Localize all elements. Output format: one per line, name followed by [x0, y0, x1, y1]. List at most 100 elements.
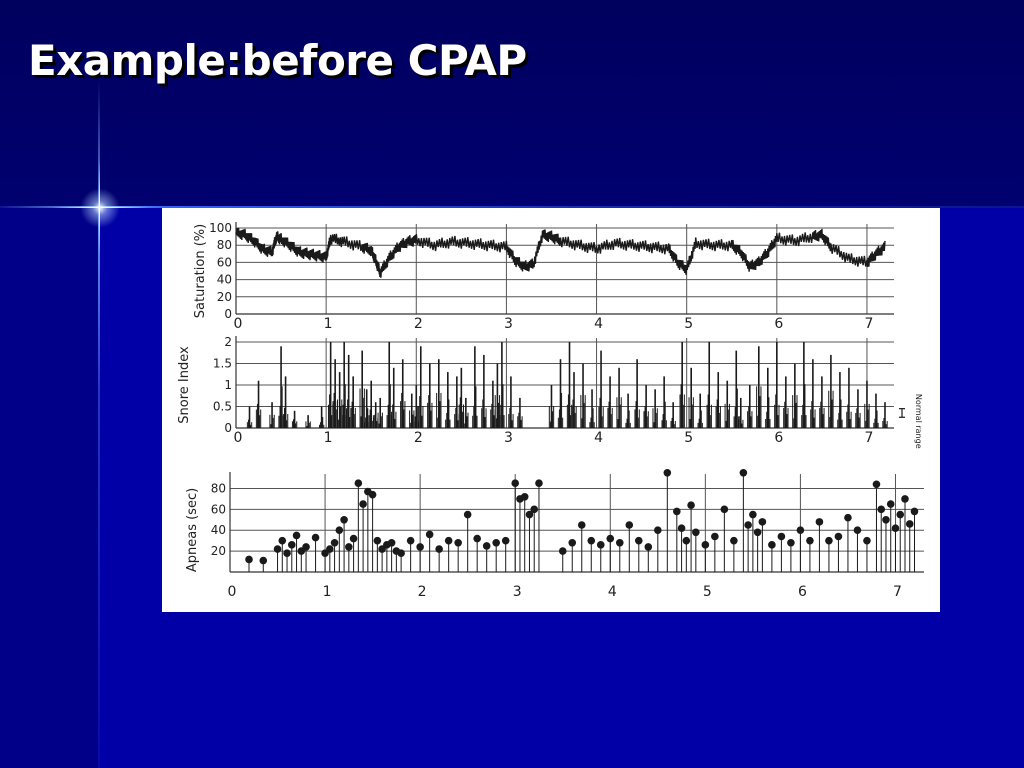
panel-3-apnea-point	[292, 531, 301, 540]
panel-3-x-tick-label: 0	[228, 584, 237, 600]
panel-3-apnea-point	[535, 479, 543, 488]
panel-1-x-tick-label: 1	[324, 316, 333, 332]
panel-3-apnea-point	[435, 545, 443, 553]
panel-2-x-tick-label: 2	[414, 430, 423, 446]
panel-3-x-tick-label: 3	[513, 584, 522, 600]
chart-figure: 0 20 40 60 80 100 0 1 2 3 4 5 6 7 Saturation (%) 0 0.5 1 1…	[162, 208, 940, 612]
panel-3-y-tick-label: 20	[211, 544, 226, 558]
panel-3-apnea-point	[677, 524, 686, 532]
panel-3-apnea-point	[387, 538, 396, 547]
panel-2-y-axis-label: Snore Index	[177, 346, 192, 424]
panel-3-apnea-point	[245, 555, 253, 564]
panel-3-apnea-point	[886, 500, 895, 508]
panel-3-x-tick-label: 4	[608, 584, 617, 600]
panel-3-apnea-point	[606, 534, 615, 543]
panel-3-apnea-point	[687, 501, 695, 509]
panel-3-apnea-point	[335, 526, 344, 535]
panel-3-apnea-point	[663, 468, 672, 477]
horizontal-divider-line	[0, 206, 1024, 208]
panel-3-apnea-point	[910, 507, 919, 516]
panel-3-apnea-point	[492, 538, 500, 547]
panel-3-apnea-point	[654, 526, 662, 535]
panel-2-x-tick-label: 5	[684, 430, 693, 446]
panel-3-apnea-point	[777, 532, 786, 541]
panel-3-apnea-point	[905, 520, 914, 528]
panel-3-apnea-point	[815, 518, 824, 526]
panel-1-x-tick-label: 5	[684, 316, 693, 332]
panel-3-apnea-point	[425, 530, 434, 539]
left-strip	[0, 208, 98, 768]
panel-1-saturation-trace	[235, 227, 886, 278]
panel-1-x-tick-label: 6	[774, 316, 783, 332]
panel-3-x-tick-label: 5	[703, 584, 712, 600]
panel-3-apnea-point	[345, 543, 353, 551]
panel-3-apnea-point	[558, 547, 567, 555]
panel-3-apnea-point	[863, 536, 871, 545]
panel-3-apnea-point	[501, 536, 510, 545]
panel-3-apnea-point	[787, 538, 795, 547]
vertical-divider-line	[98, 80, 100, 768]
panel-3-apnea-point	[891, 524, 900, 532]
panel-3-apnea-point	[825, 536, 833, 545]
panel-2-x-tick-label: 4	[594, 430, 603, 446]
panel-3-apnea-point	[758, 518, 767, 526]
panel-3-y-tick-label: 40	[211, 523, 226, 537]
slide-title: Example:before CPAP	[28, 36, 527, 85]
panel-3-apnea-point	[368, 490, 377, 499]
panel-1-y-tick-label: 20	[217, 290, 232, 304]
panel-3-apnea-point	[278, 536, 287, 545]
panel-1-y-tick-label: 100	[209, 221, 232, 235]
panel-3-apnea-point	[283, 549, 291, 557]
panel-3-apnea-point	[634, 536, 643, 545]
panel-2-x-tick-label: 0	[234, 430, 243, 446]
panel-3-apnea-point	[896, 510, 905, 519]
panel-3-apnea-point	[682, 536, 691, 545]
panel-3-apnea-point	[311, 533, 320, 542]
panel-3-apnea-point	[625, 521, 634, 529]
panel-3-apnea-point	[853, 526, 862, 535]
panel-2-y-tick-label: 2	[224, 335, 232, 349]
panel-1-y-axis-label: Saturation (%)	[193, 224, 208, 318]
panel-1-x-tick-label: 4	[594, 316, 603, 332]
panel-2-x-tick-label: 1	[324, 430, 333, 446]
panel-3-apnea-point	[739, 468, 748, 477]
panel-3-apnea-point	[901, 495, 909, 503]
panel-3-apnea-point	[273, 545, 282, 553]
panel-2-x-tick-label: 6	[774, 430, 783, 446]
panel-3-apnea-point	[340, 515, 348, 524]
panel-3-apnea-point	[354, 479, 363, 488]
panel-3-apnea-point	[568, 538, 577, 547]
panel-2-y-tick-label: 0	[224, 421, 232, 435]
panel-1-y-tick-label: 60	[217, 255, 232, 269]
panel-3-apnea-point	[330, 538, 339, 547]
panel-3-apnea-point	[349, 534, 358, 543]
panel-3-apnea-point	[287, 541, 296, 549]
panel-2-x-tick-label: 3	[504, 430, 513, 446]
panel-1-y-tick-label: 80	[217, 238, 232, 252]
panel-3-x-tick-label: 2	[418, 584, 427, 600]
panel-2-x-tick-label: 7	[864, 430, 873, 446]
panel-3-apnea-point	[768, 541, 776, 549]
panel-2-normal-range-label: Normal range	[914, 394, 923, 449]
panel-3-x-tick-label: 1	[323, 584, 332, 600]
panel-1-x-tick-label: 0	[234, 316, 243, 332]
panel-3-apnea-point	[877, 505, 886, 514]
sparkle-icon	[80, 188, 120, 228]
panel-3-apnea-point	[615, 538, 624, 547]
panel-3-apnea-point	[454, 538, 462, 547]
panel-3-apnea-point	[511, 479, 520, 488]
panel-3-apnea-point	[259, 556, 268, 565]
panel-3-y-axis-label: Apneas (sec)	[185, 488, 200, 572]
panel-3-apnea-point	[302, 543, 310, 551]
panel-3-apnea-point	[473, 534, 481, 543]
panel-3-apnea-point	[397, 549, 405, 557]
panel-3-apnea-point	[744, 521, 752, 529]
panel-3-apnea-point	[406, 536, 415, 545]
panel-3-apnea-point	[882, 515, 890, 524]
panel-1-y-tick-label: 0	[224, 307, 232, 321]
panel-3-apnea-point	[326, 545, 334, 553]
panel-3-apnea-point	[701, 541, 710, 549]
sparkle-ray-horizontal	[52, 207, 148, 208]
panel-3-apnea-point	[463, 510, 472, 519]
